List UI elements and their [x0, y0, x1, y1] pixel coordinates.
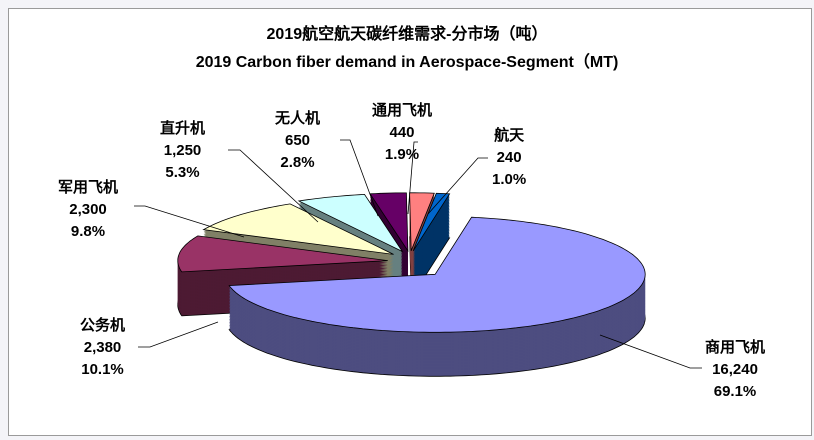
data-label-value: 1,250	[163, 142, 202, 159]
slice-side	[413, 217, 450, 276]
slice-top	[369, 192, 409, 253]
slice-top	[228, 216, 646, 333]
pie-slice-6	[412, 192, 451, 296]
slice-side	[413, 208, 450, 267]
pie-slice-0	[228, 216, 646, 377]
data-label: 商用飞机 16,240 69.1%	[705, 337, 765, 403]
data-label-value: 440	[389, 124, 415, 141]
data-label-percent: 2.8%	[280, 154, 315, 171]
data-label-name: 商用飞机	[705, 339, 766, 356]
slice-side	[413, 216, 450, 274]
data-label: 无人机 650 2.8%	[275, 108, 320, 174]
leader-line	[407, 141, 418, 215]
data-label-name: 通用飞机	[372, 102, 433, 119]
data-label-name: 航天	[494, 127, 525, 144]
slice-top	[412, 192, 451, 252]
slice-side	[413, 214, 450, 273]
slice-side	[413, 228, 450, 286]
leader-line	[134, 205, 245, 238]
slice-side	[413, 226, 450, 285]
data-label-percent: 10.1%	[81, 361, 124, 378]
data-label: 通用飞机 440 1.9%	[372, 100, 432, 166]
slice-side	[413, 201, 450, 259]
chart-subtitle: 2019 Carbon fiber demand in Aerospace-Se…	[195, 54, 619, 71]
slice-side	[413, 202, 450, 261]
data-label-value: 2,300	[69, 201, 107, 218]
leader-line	[138, 321, 219, 348]
slice-side	[413, 196, 450, 255]
data-label: 军用飞机 2,300 9.8%	[58, 177, 118, 243]
data-label-name: 公务机	[80, 317, 126, 334]
slice-side	[413, 199, 450, 258]
slice-side	[413, 219, 450, 277]
slice-side	[413, 231, 450, 289]
slice-side	[413, 213, 450, 271]
data-label-value: 16,240	[712, 361, 758, 378]
slice-side	[413, 205, 450, 264]
slice-side	[413, 222, 450, 280]
slice-side	[413, 229, 450, 288]
data-label-value: 650	[284, 132, 311, 149]
slice-top	[177, 235, 388, 273]
slice-side	[413, 211, 450, 270]
leader-line	[228, 149, 319, 223]
slice-side	[413, 210, 450, 268]
slice-top	[409, 192, 435, 251]
data-label-percent: 1.0%	[492, 171, 527, 188]
slice-side	[413, 220, 450, 279]
data-label-percent: 9.8%	[70, 223, 106, 240]
slice-side	[413, 195, 450, 253]
leader-line	[599, 334, 702, 369]
slice-side	[413, 207, 450, 265]
slice-side	[413, 204, 450, 262]
slice-top	[297, 193, 404, 253]
data-label-value: 240	[496, 149, 522, 166]
leader-line	[427, 157, 488, 215]
data-label: 公务机 2,380 10.1%	[80, 315, 125, 381]
data-label-name: 直升机	[160, 120, 206, 137]
slice-side	[413, 223, 450, 282]
leader-line	[340, 139, 379, 217]
data-label-name: 军用飞机	[58, 179, 119, 196]
data-label-value: 2,380	[83, 339, 122, 356]
data-label-percent: 1.9%	[384, 146, 420, 163]
data-label: 航天 240 1.0%	[492, 125, 526, 191]
slice-top	[202, 203, 394, 255]
data-label-percent: 5.3%	[165, 164, 200, 181]
slice-side	[413, 225, 450, 283]
data-label-percent: 69.1%	[713, 383, 757, 400]
slice-side	[413, 198, 450, 256]
data-label: 直升机 1,250 5.3%	[160, 118, 205, 184]
data-label-name: 无人机	[275, 110, 321, 127]
chart-title: 2019航空航天碳纤维需求-分市场（吨）	[266, 26, 548, 43]
